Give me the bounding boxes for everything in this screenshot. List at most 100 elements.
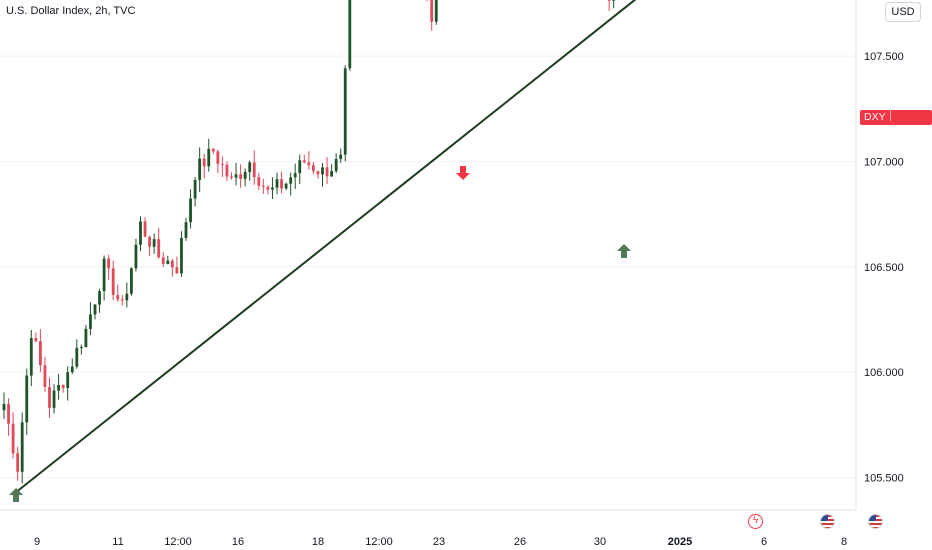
candle-body xyxy=(339,154,343,160)
support-trendline xyxy=(15,0,637,494)
x-tick-label: 12:00 xyxy=(365,536,393,548)
candle-body xyxy=(284,183,288,189)
candle-body xyxy=(316,171,320,175)
x-tick-label: 11 xyxy=(112,536,123,548)
candle-body xyxy=(275,179,279,188)
y-tick-label: 107.000 xyxy=(864,156,904,168)
candle-body xyxy=(607,0,611,1)
candle-body xyxy=(325,167,329,177)
symbol-label: DXY xyxy=(864,111,886,123)
candle-body xyxy=(243,171,247,179)
candle-body xyxy=(130,268,133,294)
candle-body xyxy=(248,162,252,172)
candle-body xyxy=(139,221,142,245)
candle-body xyxy=(307,162,311,166)
candle-body xyxy=(234,174,238,178)
candle-body xyxy=(257,177,261,186)
candle-body xyxy=(48,387,51,408)
candle-body xyxy=(11,423,15,454)
candle-body xyxy=(84,328,88,348)
candle-body xyxy=(125,293,129,301)
candle-body xyxy=(261,185,265,187)
candle-body xyxy=(612,0,616,1)
flash-event-icon[interactable]: ϟ xyxy=(748,514,763,529)
candle-body xyxy=(211,148,215,152)
candle-body xyxy=(198,158,202,180)
candle-body xyxy=(116,295,120,300)
chart-title: U.S. Dollar Index, 2h, TVC xyxy=(6,5,136,17)
candle-body xyxy=(16,453,20,472)
candle-body xyxy=(107,258,111,269)
candle-body xyxy=(321,167,324,175)
candle-body xyxy=(239,174,242,179)
candle-body xyxy=(75,347,79,367)
candle-body xyxy=(434,0,438,22)
candle-body xyxy=(180,237,183,274)
currency-button[interactable]: USD xyxy=(885,2,921,22)
x-tick-label: 16 xyxy=(232,536,244,548)
us-flag-event-icon[interactable] xyxy=(820,514,835,529)
candle-body xyxy=(79,347,83,349)
candle-body xyxy=(2,403,6,411)
x-tick-label: 9 xyxy=(34,536,40,548)
x-tick-label: 2025 xyxy=(668,536,692,548)
candle-body xyxy=(34,338,38,342)
last-price-value: 108.922 xyxy=(864,126,902,138)
candle-body xyxy=(25,375,29,423)
price-scale: 105.500106.000106.500107.000107.500108.0… xyxy=(864,51,904,485)
x-tick-label: 26 xyxy=(514,536,526,548)
candle-body xyxy=(184,222,188,238)
candle-body xyxy=(102,258,106,292)
y-tick-label: 106.000 xyxy=(864,367,904,379)
candle-body xyxy=(343,68,347,155)
candle-body xyxy=(134,244,138,269)
candle-body xyxy=(298,160,302,174)
candlestick-series xyxy=(2,0,616,484)
candle-body xyxy=(93,304,97,315)
candle-body xyxy=(348,0,352,69)
candle-body xyxy=(189,198,192,223)
x-tick-label: 12:00 xyxy=(164,536,192,548)
candle-body xyxy=(148,236,151,247)
candle-body xyxy=(430,0,434,22)
candle-body xyxy=(175,267,179,274)
candle-body xyxy=(66,372,70,389)
candle-body xyxy=(293,173,297,178)
annotation-arrows xyxy=(9,166,631,502)
candle-body xyxy=(207,148,211,167)
candle-body xyxy=(120,299,124,301)
candle-body xyxy=(334,159,338,172)
candle-body xyxy=(157,239,161,258)
candle-body xyxy=(252,162,256,178)
x-tick-label: 18 xyxy=(312,536,324,548)
candle-body xyxy=(20,422,24,472)
candle-body xyxy=(266,186,270,190)
time-scale: 9 11 12:00 16 18 12:00 23 26 30 2025 6 8 xyxy=(34,536,847,548)
candle-body xyxy=(143,221,147,237)
last-price-tag: DXY 108.922 xyxy=(860,110,932,138)
down-arrow-icon xyxy=(456,166,470,180)
candle-body xyxy=(39,341,42,366)
candle-body xyxy=(202,158,206,167)
candle-body xyxy=(280,179,283,189)
candle-body xyxy=(330,171,333,177)
up-arrow-icon xyxy=(9,488,23,502)
x-tick-label: 23 xyxy=(433,536,445,548)
candle-body xyxy=(52,390,56,408)
us-flag-event-icon[interactable] xyxy=(868,514,883,529)
candle-body xyxy=(302,160,306,163)
candle-body xyxy=(289,177,293,184)
candle-body xyxy=(166,260,170,264)
y-tick-label: 107.500 xyxy=(864,51,904,63)
candle-body xyxy=(61,384,65,389)
candle-body xyxy=(152,239,156,247)
candle-body xyxy=(57,384,60,391)
candle-body xyxy=(161,257,165,264)
candle-body xyxy=(7,403,10,424)
candle-body xyxy=(170,260,174,268)
y-tick-label: 105.500 xyxy=(864,473,904,485)
candle-body xyxy=(193,179,197,199)
candle-body xyxy=(312,165,315,172)
y-tick-label: 106.500 xyxy=(864,262,904,274)
